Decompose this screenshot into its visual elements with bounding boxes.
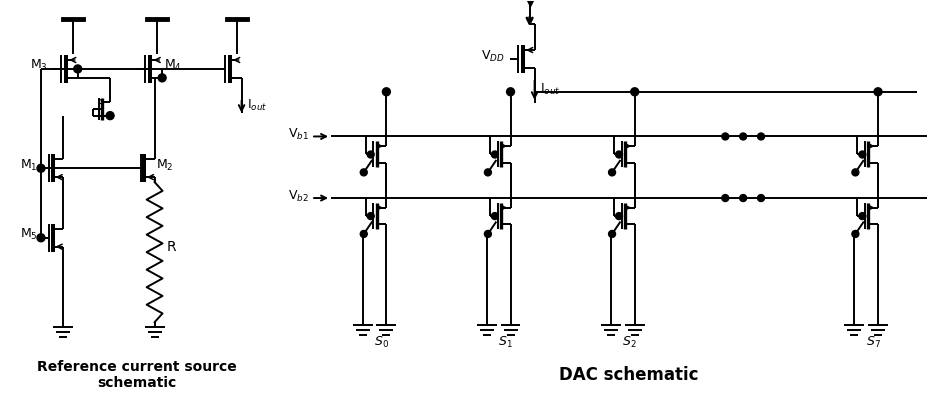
Circle shape xyxy=(492,151,498,158)
Circle shape xyxy=(608,169,616,176)
Circle shape xyxy=(859,213,865,220)
Circle shape xyxy=(382,88,390,96)
Text: M$_1$: M$_1$ xyxy=(20,158,38,173)
Text: S$_0$: S$_0$ xyxy=(374,335,389,350)
Text: V$_{DD}$: V$_{DD}$ xyxy=(481,49,505,64)
Circle shape xyxy=(616,151,623,158)
Text: DAC schematic: DAC schematic xyxy=(559,366,698,384)
Text: S$_1$: S$_1$ xyxy=(498,335,513,350)
Circle shape xyxy=(367,151,374,158)
Text: M$_2$: M$_2$ xyxy=(156,158,174,173)
Text: M$_4$: M$_4$ xyxy=(164,58,182,73)
Circle shape xyxy=(484,231,492,237)
Text: I$_{out}$: I$_{out}$ xyxy=(540,82,560,98)
Circle shape xyxy=(631,88,639,96)
Text: S$_2$: S$_2$ xyxy=(623,335,637,350)
Text: M$_5$: M$_5$ xyxy=(20,227,38,242)
Circle shape xyxy=(739,195,747,202)
Circle shape xyxy=(616,213,623,220)
Circle shape xyxy=(507,88,514,96)
Circle shape xyxy=(37,234,45,242)
Circle shape xyxy=(367,213,374,220)
Text: M$_3$: M$_3$ xyxy=(30,58,47,73)
Text: V$_{b2}$: V$_{b2}$ xyxy=(288,188,309,204)
Circle shape xyxy=(874,88,882,96)
Circle shape xyxy=(722,133,729,140)
Text: Reference current source
schematic: Reference current source schematic xyxy=(37,360,237,390)
Circle shape xyxy=(361,231,367,237)
Text: S$_7$: S$_7$ xyxy=(865,335,881,350)
Circle shape xyxy=(361,169,367,176)
Circle shape xyxy=(158,74,166,82)
Circle shape xyxy=(852,231,859,237)
Circle shape xyxy=(106,112,114,120)
Circle shape xyxy=(484,169,492,176)
Circle shape xyxy=(492,213,498,220)
Circle shape xyxy=(859,151,865,158)
Circle shape xyxy=(757,133,765,140)
Circle shape xyxy=(74,65,82,73)
Circle shape xyxy=(722,195,729,202)
Text: V$_{b1}$: V$_{b1}$ xyxy=(288,127,309,142)
Circle shape xyxy=(757,195,765,202)
Circle shape xyxy=(37,164,45,172)
Circle shape xyxy=(608,231,616,237)
Text: R: R xyxy=(166,240,177,254)
Circle shape xyxy=(739,133,747,140)
Circle shape xyxy=(852,169,859,176)
Text: I$_{out}$: I$_{out}$ xyxy=(247,98,267,113)
